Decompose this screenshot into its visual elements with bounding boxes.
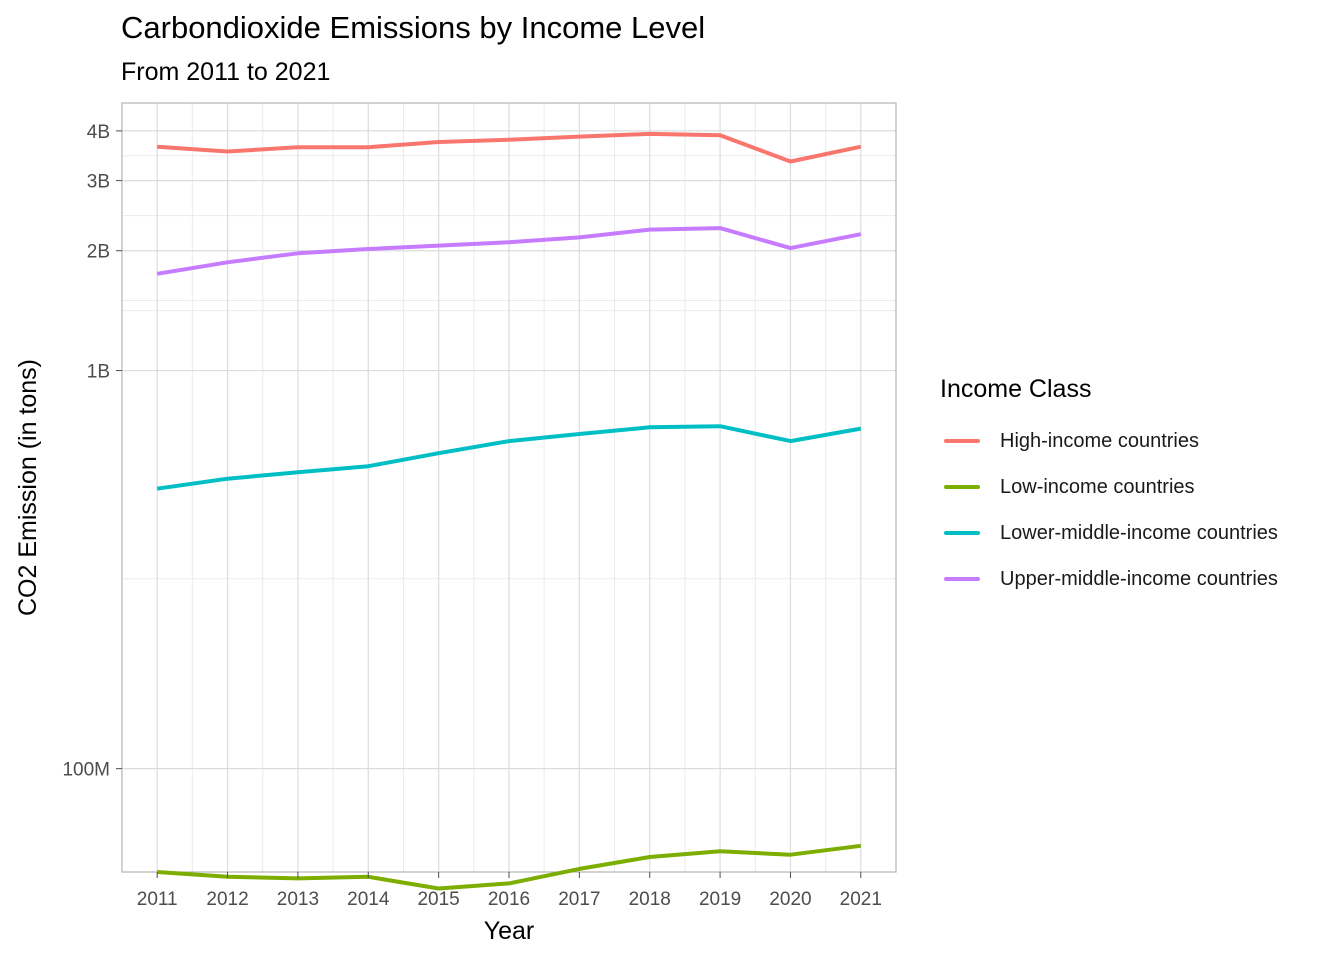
legend-label: Upper-middle-income countries (1000, 567, 1278, 590)
y-axis-title: CO2 Emission (in tons) (14, 359, 42, 616)
legend-key (944, 577, 980, 581)
chart-title: Carbondioxide Emissions by Income Level (121, 10, 706, 45)
legend-item-high-income-countries: High-income countries (940, 418, 1278, 464)
legend-items: High-income countries Low-income countrie… (940, 418, 1278, 602)
y-tick-label: 3B (87, 172, 110, 193)
legend-title: Income Class (940, 375, 1092, 403)
chart-subtitle: From 2011 to 2021 (121, 58, 331, 86)
legend-item-lower-middle-income-countries: Lower-middle-income countries (940, 510, 1278, 556)
legend-item-upper-middle-income-countries: Upper-middle-income countries (940, 556, 1278, 602)
x-tick-label: 2018 (629, 889, 671, 910)
x-axis: 2011 2012 2013 2014 2015 2016 2017 2018 2019 2020… (137, 872, 882, 910)
legend: Income Class High-income countries Low-in… (940, 375, 1278, 602)
series-lines (156, 131, 862, 891)
legend-key (944, 485, 980, 489)
x-tick-label: 2021 (840, 889, 882, 910)
y-tick-label: 100M (62, 760, 110, 781)
legend-label: High-income countries (1000, 429, 1199, 452)
x-tick-label: 2020 (769, 889, 811, 910)
x-tick-label: 2017 (558, 889, 600, 910)
series-line-high-income-countries (157, 131, 862, 164)
x-tick-label: 2014 (347, 889, 390, 910)
series-line-lower-middle-income-countries (156, 424, 862, 491)
y-tick-label: 2B (87, 242, 110, 263)
major-gridlines (122, 103, 896, 872)
x-tick-label: 2019 (699, 889, 741, 910)
x-tick-label: 2016 (488, 889, 530, 910)
y-tick-label: 4B (87, 122, 110, 143)
legend-label: Low-income countries (1000, 475, 1195, 498)
y-tick-label: 1B (87, 362, 110, 383)
series-line-low-income-countries (157, 843, 862, 891)
x-tick-label: 2012 (206, 889, 248, 910)
y-axis: 100M 1B 2B 3B 4B (62, 122, 122, 781)
series-line-upper-middle-income-countries (156, 226, 862, 276)
x-tick-label: 2013 (277, 889, 319, 910)
legend-label: Lower-middle-income countries (1000, 521, 1278, 544)
legend-item-low-income-countries: Low-income countries (940, 464, 1278, 510)
x-tick-label: 2011 (137, 889, 178, 910)
legend-key (944, 439, 980, 443)
x-tick-label: 2015 (417, 889, 459, 910)
legend-key (944, 531, 980, 535)
x-axis-title: Year (484, 917, 535, 945)
